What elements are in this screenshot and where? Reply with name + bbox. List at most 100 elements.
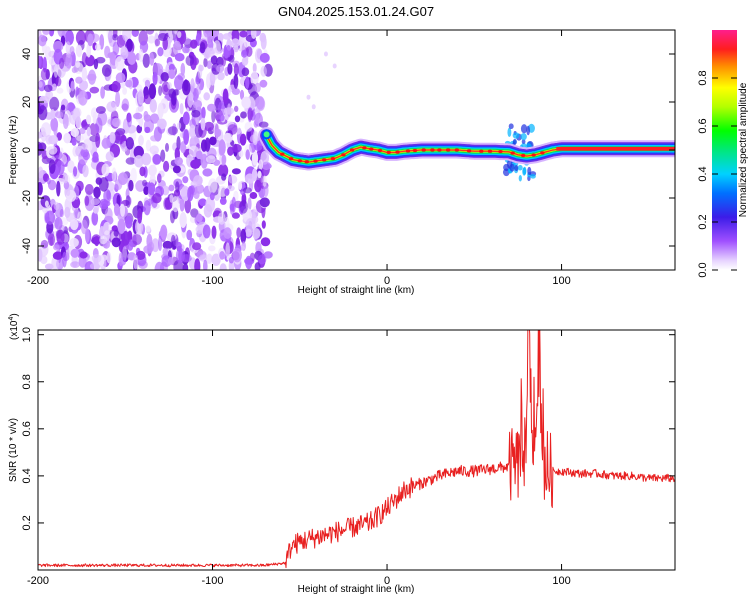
noise-speckle	[95, 132, 101, 148]
noise-speckle	[70, 80, 75, 92]
noise-speckle	[209, 192, 215, 201]
noise-speckle	[71, 137, 77, 146]
noise-speckle	[219, 114, 225, 122]
noise-speckle	[241, 49, 248, 58]
noise-speckle	[311, 104, 316, 110]
ridge-hotspot	[430, 148, 435, 152]
noise-speckle	[71, 67, 77, 74]
noise-speckle	[184, 197, 192, 214]
noise-speckle	[56, 87, 64, 94]
noise-speckle	[145, 225, 151, 233]
ridge-hotspot	[330, 157, 336, 161]
noise-speckle	[233, 73, 239, 89]
noise-speckle	[193, 175, 203, 187]
noise-speckle	[217, 212, 226, 225]
noise-speckle	[174, 53, 185, 62]
noise-speckle	[152, 193, 162, 204]
burst-speck	[530, 173, 536, 179]
noise-speckle	[239, 89, 245, 100]
noise-speckle	[244, 121, 253, 132]
noise-speckle	[114, 135, 125, 145]
noise-speckle-field	[38, 30, 337, 270]
noise-speckle	[203, 259, 208, 270]
noise-speckle	[53, 122, 58, 136]
noise-speckle	[52, 83, 57, 91]
noise-speckle	[180, 62, 186, 76]
burst-speck	[509, 163, 515, 172]
noise-speckle	[75, 45, 83, 57]
ridge-hotspot	[445, 148, 451, 152]
noise-speckle	[117, 218, 126, 234]
noise-speckle	[111, 80, 121, 93]
noise-speckle	[76, 135, 84, 142]
noise-speckle	[191, 109, 201, 118]
noise-speckle	[227, 124, 238, 135]
noise-speckle	[234, 105, 239, 112]
noise-speckle	[126, 38, 133, 52]
noise-speckle	[170, 234, 176, 250]
noise-speckle	[52, 251, 64, 260]
burst-speck	[520, 124, 528, 134]
noise-speckle	[81, 67, 88, 82]
noise-speckle	[167, 82, 172, 90]
burst-speck	[517, 164, 523, 171]
spectral-ridge	[258, 123, 675, 182]
noise-speckle	[121, 98, 130, 112]
noise-speckle	[53, 244, 60, 251]
noise-speckle	[79, 251, 88, 259]
noise-speckle	[50, 109, 56, 120]
noise-speckle	[261, 220, 266, 229]
burst-speck	[512, 138, 517, 145]
snr-xtick-label: -100	[202, 575, 224, 587]
noise-speckle	[188, 92, 194, 101]
noise-speckle	[120, 47, 129, 60]
noise-speckle	[171, 196, 180, 213]
noise-speckle	[126, 124, 137, 134]
noise-speckle	[190, 39, 198, 49]
ridge-hotspot	[437, 148, 442, 152]
noise-speckle	[216, 64, 225, 73]
noise-speckle	[213, 40, 221, 56]
noise-speckle	[111, 167, 117, 182]
noise-speckle	[198, 198, 207, 207]
noise-speckle	[233, 63, 239, 77]
noise-speckle	[138, 117, 144, 127]
noise-speckle	[195, 150, 203, 160]
noise-speckle	[182, 176, 189, 184]
noise-speckle	[168, 63, 175, 72]
noise-speckle	[238, 181, 243, 190]
noise-speckle	[157, 118, 167, 130]
noise-speckle	[89, 262, 100, 270]
noise-speckle	[217, 32, 224, 42]
noise-speckle	[263, 251, 273, 259]
noise-speckle	[182, 79, 191, 96]
noise-speckle	[106, 101, 117, 113]
spectrogram-xtick-label: -200	[27, 275, 49, 287]
noise-speckle	[152, 71, 158, 86]
noise-speckle	[206, 60, 212, 69]
noise-speckle	[75, 76, 83, 84]
noise-speckle	[252, 130, 258, 146]
noise-speckle	[86, 73, 97, 81]
noise-speckle	[177, 31, 182, 39]
noise-speckle	[144, 79, 151, 88]
noise-speckle	[160, 72, 169, 82]
spectrogram-ytick-label: 20	[21, 96, 33, 108]
noise-speckle	[125, 157, 136, 165]
noise-speckle	[138, 135, 144, 146]
noise-speckle	[125, 216, 133, 229]
ridge-start	[261, 129, 272, 140]
noise-speckle	[122, 30, 132, 42]
noise-speckle	[205, 48, 215, 58]
noise-speckle	[223, 227, 232, 239]
noise-speckle	[38, 81, 43, 88]
noise-speckle	[249, 192, 258, 199]
noise-speckle	[323, 51, 328, 57]
noise-speckle	[125, 195, 131, 208]
noise-speckle	[259, 197, 270, 208]
noise-speckle	[252, 228, 261, 240]
noise-speckle	[250, 71, 259, 87]
noise-speckle	[157, 173, 162, 184]
